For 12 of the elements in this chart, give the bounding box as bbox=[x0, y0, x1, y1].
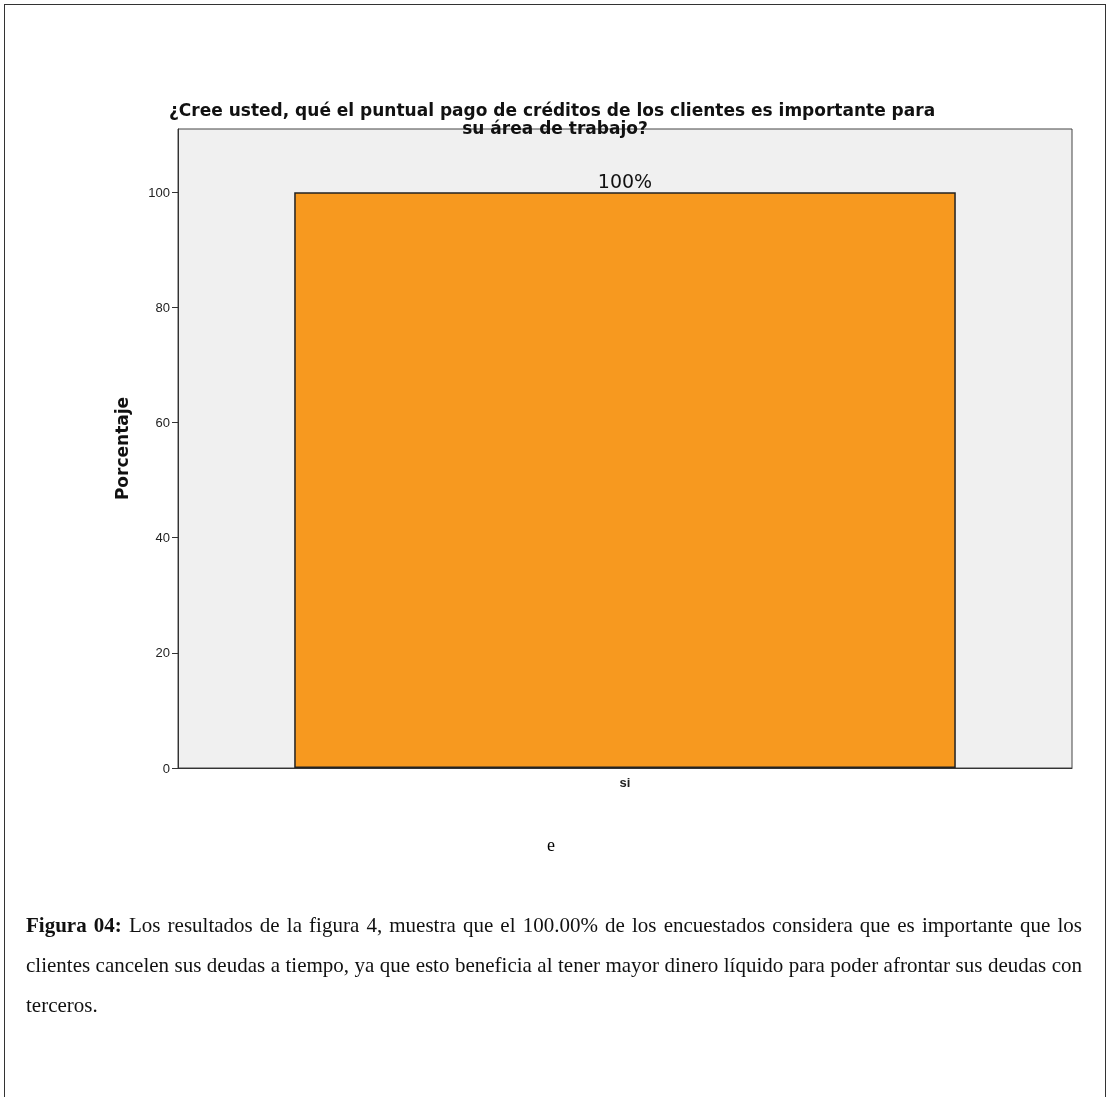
y-tick-label: 40 bbox=[155, 530, 170, 546]
text: Figura 04: bbox=[26, 913, 122, 937]
y-tick-label: 20 bbox=[155, 645, 170, 661]
y-tick-label: 100 bbox=[148, 184, 170, 200]
y-axis-title: Porcentaje bbox=[111, 396, 132, 501]
y-tick-label: 0 bbox=[162, 760, 170, 776]
x-tick-label: si bbox=[619, 775, 631, 790]
chart-title: ¿Cree usted, qué el puntual pago de créditos de los clientes es importante para su área de trabajo? bbox=[168, 100, 942, 138]
y-tick-label: 80 bbox=[155, 299, 170, 315]
data-label: 100% bbox=[597, 169, 653, 192]
y-tick-label: 60 bbox=[155, 415, 170, 431]
text: e bbox=[546, 835, 556, 856]
